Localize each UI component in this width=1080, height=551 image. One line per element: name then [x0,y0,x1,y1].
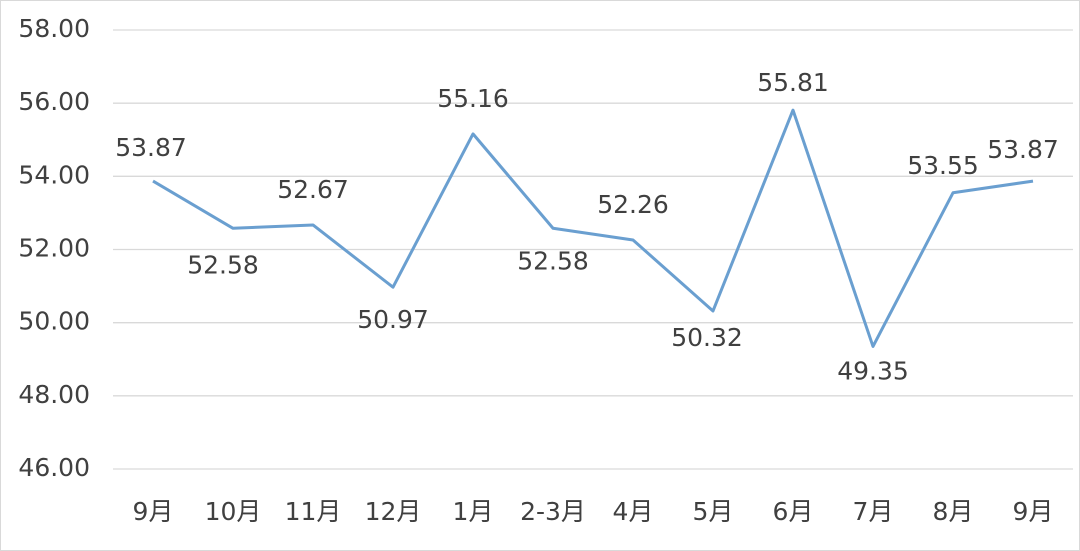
y-tick-label: 46.00 [18,453,90,482]
data-label: 52.67 [277,175,349,204]
data-label: 52.58 [187,250,259,279]
data-label: 50.32 [671,323,743,352]
x-tick-label: 9月 [133,497,174,526]
y-tick-label: 58.00 [18,14,90,43]
x-tick-label: 7月 [853,497,894,526]
x-tick-label: 6月 [773,497,814,526]
data-label: 53.87 [115,133,187,162]
y-tick-label: 52.00 [18,234,90,263]
y-tick-label: 50.00 [18,307,90,336]
data-label: 53.87 [987,135,1059,164]
data-label: 53.55 [907,151,979,180]
data-label: 49.35 [837,356,909,385]
x-tick-label: 4月 [613,497,654,526]
y-tick-label: 48.00 [18,380,90,409]
data-label: 55.16 [437,84,509,113]
x-tick-label: 8月 [933,497,974,526]
x-tick-label: 2-3月 [520,497,586,526]
y-tick-label: 54.00 [18,160,90,189]
x-tick-label: 11月 [285,497,342,526]
data-label: 50.97 [357,305,429,334]
x-tick-label: 10月 [205,497,262,526]
line-series [152,108,1034,348]
x-tick-label: 5月 [693,497,734,526]
data-label: 55.81 [757,68,829,97]
y-tick-label: 56.00 [18,87,90,116]
data-label: 52.26 [597,190,669,219]
x-tick-label: 1月 [453,497,494,526]
data-label: 52.58 [517,246,589,275]
x-tick-label: 9月 [1013,497,1054,526]
x-tick-label: 12月 [365,497,422,526]
